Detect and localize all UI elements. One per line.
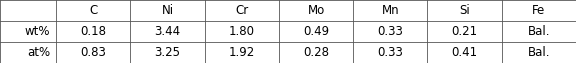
- Text: 1.80: 1.80: [229, 25, 255, 38]
- Text: Cr: Cr: [235, 4, 248, 17]
- Text: Mo: Mo: [308, 4, 325, 17]
- Text: wt%: wt%: [25, 25, 50, 38]
- Text: 0.21: 0.21: [452, 25, 478, 38]
- Text: C: C: [89, 4, 97, 17]
- Text: 0.33: 0.33: [377, 25, 403, 38]
- Text: 0.28: 0.28: [303, 46, 329, 59]
- Text: Si: Si: [459, 4, 470, 17]
- Text: Mn: Mn: [381, 4, 399, 17]
- Text: at%: at%: [27, 46, 50, 59]
- Text: Bal.: Bal.: [528, 25, 550, 38]
- Text: Fe: Fe: [532, 4, 545, 17]
- Text: 0.49: 0.49: [303, 25, 329, 38]
- Text: 1.92: 1.92: [229, 46, 255, 59]
- Text: Ni: Ni: [161, 4, 173, 17]
- Text: 0.41: 0.41: [452, 46, 478, 59]
- Text: 0.33: 0.33: [377, 46, 403, 59]
- Text: 0.83: 0.83: [80, 46, 106, 59]
- Text: 3.25: 3.25: [154, 46, 180, 59]
- Text: Bal.: Bal.: [528, 46, 550, 59]
- Text: 0.18: 0.18: [80, 25, 106, 38]
- Text: 3.44: 3.44: [154, 25, 181, 38]
